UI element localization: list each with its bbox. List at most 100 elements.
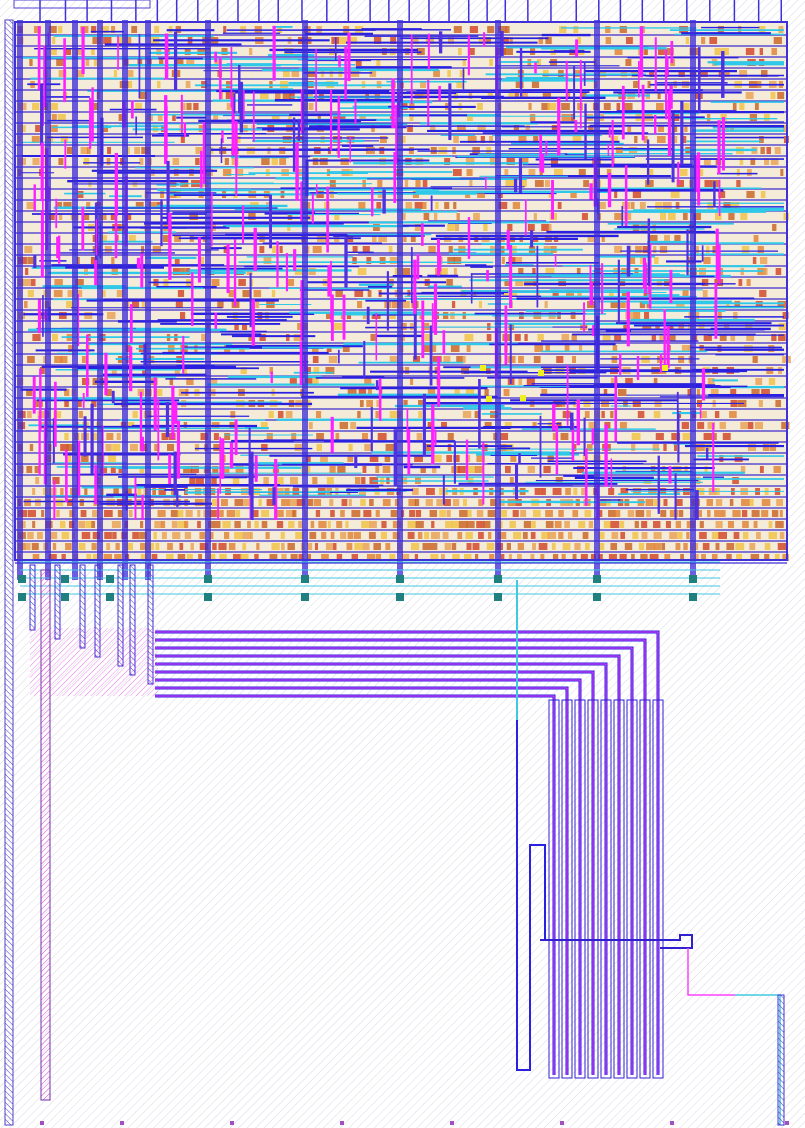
cell bbox=[532, 510, 541, 517]
cell bbox=[511, 290, 518, 297]
cell bbox=[782, 312, 789, 319]
cell bbox=[116, 290, 125, 297]
cell bbox=[507, 224, 513, 231]
cell bbox=[50, 103, 58, 110]
pad bbox=[301, 593, 309, 601]
cell bbox=[416, 433, 423, 440]
cell bbox=[646, 301, 651, 308]
cell bbox=[373, 224, 380, 231]
cell bbox=[736, 554, 742, 561]
cell bbox=[723, 202, 732, 209]
cell bbox=[34, 400, 43, 407]
cell bbox=[306, 213, 313, 220]
cell bbox=[659, 246, 668, 253]
cell bbox=[655, 202, 663, 209]
cell bbox=[286, 279, 295, 286]
cell bbox=[545, 345, 550, 352]
cell bbox=[135, 499, 142, 506]
cell bbox=[545, 510, 553, 517]
cell bbox=[451, 301, 456, 308]
cell bbox=[241, 323, 248, 330]
cell bbox=[732, 510, 741, 517]
cell bbox=[647, 81, 651, 88]
cell bbox=[717, 345, 722, 352]
cell bbox=[631, 554, 635, 561]
cell bbox=[487, 92, 493, 99]
cell bbox=[474, 466, 483, 473]
io-frame bbox=[13, 0, 151, 9]
cell bbox=[414, 92, 424, 99]
cell bbox=[336, 554, 343, 561]
cell bbox=[408, 499, 417, 506]
cell bbox=[736, 169, 740, 176]
cell bbox=[381, 521, 387, 528]
cell bbox=[55, 202, 63, 209]
cell bbox=[105, 389, 112, 396]
cell bbox=[367, 290, 372, 297]
cell bbox=[91, 543, 97, 550]
cell bbox=[654, 543, 662, 550]
cell bbox=[550, 158, 559, 165]
cell bbox=[313, 367, 320, 374]
cell bbox=[644, 312, 650, 319]
cell bbox=[221, 466, 230, 473]
cell bbox=[467, 466, 476, 473]
cell bbox=[35, 477, 40, 484]
cell bbox=[90, 103, 99, 110]
cell bbox=[747, 169, 752, 176]
cell bbox=[174, 235, 181, 242]
cell bbox=[680, 103, 690, 110]
cell bbox=[673, 444, 678, 451]
cell bbox=[289, 378, 297, 385]
cell bbox=[290, 477, 298, 484]
cell bbox=[277, 477, 284, 484]
cell bbox=[296, 499, 306, 506]
cell bbox=[608, 290, 614, 297]
cell bbox=[744, 345, 753, 352]
cell bbox=[544, 180, 551, 187]
cell bbox=[389, 554, 396, 561]
cell bbox=[60, 136, 69, 143]
cell bbox=[160, 191, 165, 198]
cell bbox=[420, 466, 426, 473]
cell bbox=[61, 554, 66, 561]
pad bbox=[689, 575, 697, 583]
cell bbox=[242, 543, 247, 550]
cell bbox=[497, 532, 507, 539]
cell bbox=[584, 543, 590, 550]
via bbox=[520, 395, 526, 401]
cell bbox=[684, 125, 688, 132]
cell bbox=[552, 488, 562, 495]
cell bbox=[481, 444, 488, 451]
cell bbox=[739, 103, 745, 110]
cell bbox=[54, 279, 63, 286]
cell bbox=[234, 323, 239, 330]
cell bbox=[193, 103, 199, 110]
cell bbox=[390, 37, 397, 44]
cell bbox=[65, 543, 72, 550]
cell bbox=[431, 466, 437, 473]
cell bbox=[271, 290, 276, 297]
cell bbox=[422, 180, 428, 187]
cell bbox=[663, 444, 667, 451]
cell bbox=[614, 191, 618, 198]
cell bbox=[39, 367, 45, 374]
cell bbox=[106, 543, 111, 550]
cell bbox=[466, 345, 471, 352]
cell bbox=[578, 345, 583, 352]
cell bbox=[85, 521, 92, 528]
cell bbox=[260, 92, 269, 99]
cell bbox=[80, 147, 89, 154]
cell bbox=[412, 488, 419, 495]
cell bbox=[352, 246, 358, 253]
cell bbox=[230, 411, 236, 418]
cell bbox=[261, 521, 268, 528]
cell bbox=[674, 235, 681, 242]
cell bbox=[234, 521, 241, 528]
cell bbox=[759, 290, 767, 297]
cell bbox=[512, 202, 521, 209]
cell bbox=[666, 48, 674, 55]
cell bbox=[75, 48, 82, 55]
cell bbox=[559, 26, 567, 33]
cell bbox=[436, 499, 445, 506]
